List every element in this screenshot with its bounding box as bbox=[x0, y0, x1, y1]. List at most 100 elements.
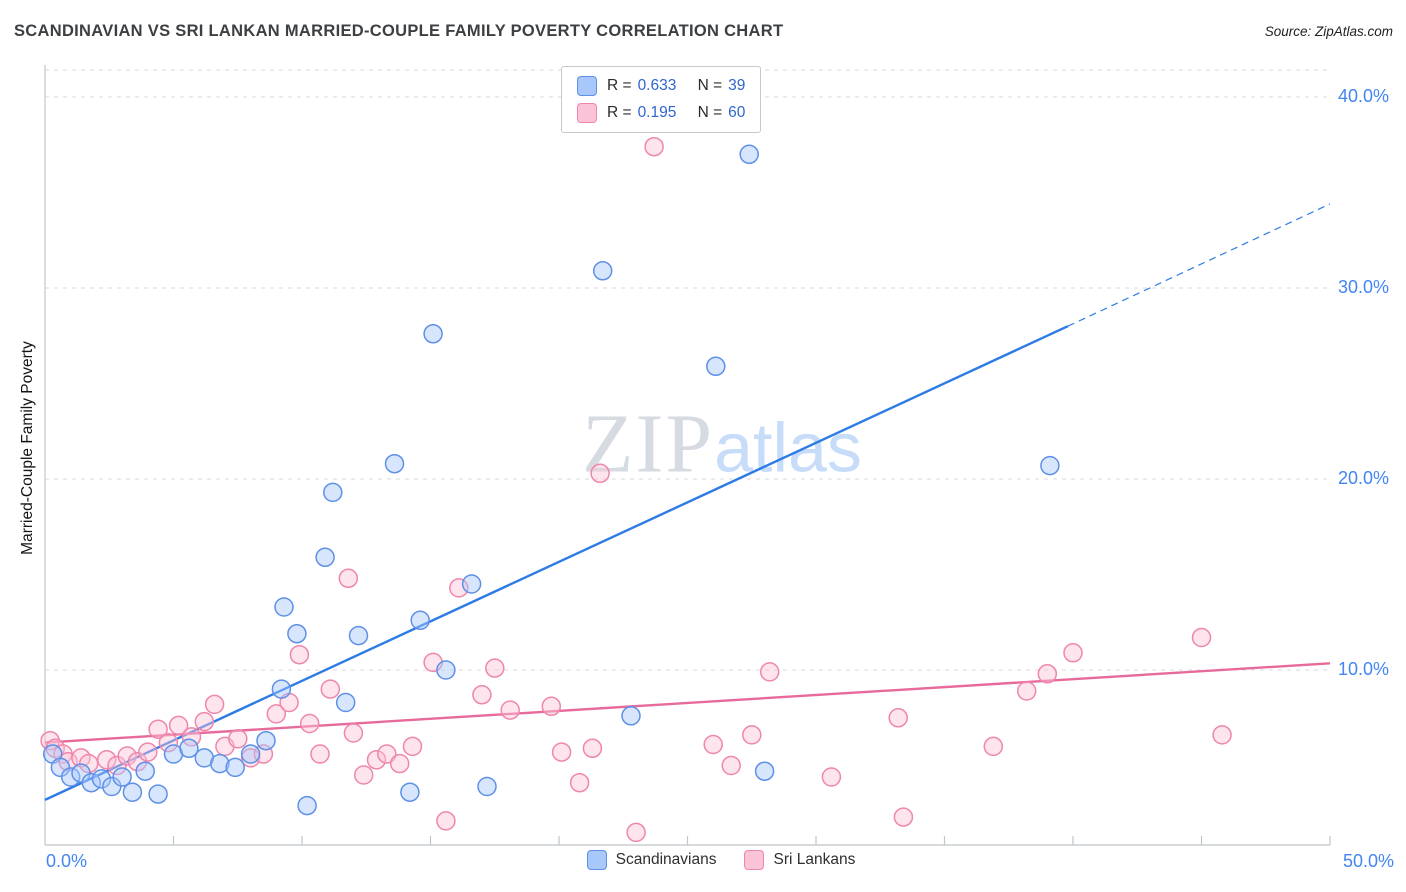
scatter-point-sri-lankans bbox=[983, 736, 1004, 757]
y-tick-30: 30.0% bbox=[1338, 277, 1390, 297]
trend-line-sri-lankans bbox=[44, 662, 1331, 744]
legend-row-scandinavians: R = 0.633 N = 39 bbox=[577, 76, 745, 96]
scandinavians-stats: R = 0.633 N = 39 bbox=[607, 77, 745, 95]
scatter-point-sri-lankans bbox=[500, 700, 520, 720]
scatter-point-scandinavians bbox=[400, 782, 420, 802]
scatter-point-scandinavians bbox=[410, 610, 430, 631]
scandinavians-swatch bbox=[577, 76, 597, 96]
legend-label-sri-lankans: Sri Lankans bbox=[773, 851, 856, 868]
scatter-point-sri-lankans bbox=[569, 772, 590, 793]
trend-line-scandinavians bbox=[44, 325, 1069, 801]
sri-lankans-swatch bbox=[577, 103, 597, 123]
x-tick-50: 50.0% bbox=[1342, 851, 1394, 871]
scatter-point-sri-lankans bbox=[485, 658, 505, 678]
scatter-point-scandinavians bbox=[225, 757, 245, 778]
scatter-point-scandinavians bbox=[739, 144, 759, 165]
scatter-point-scandinavians bbox=[621, 706, 641, 726]
scatter-point-sri-lankans bbox=[168, 715, 189, 736]
scatter-point-scandinavians bbox=[297, 795, 317, 816]
scatter-point-scandinavians bbox=[754, 761, 775, 781]
scatter-point-sri-lankans bbox=[551, 742, 572, 762]
scatter-point-sri-lankans bbox=[117, 746, 137, 766]
scatter-point-sri-lankans bbox=[626, 822, 646, 843]
scatter-point-sri-lankans bbox=[436, 811, 456, 831]
scatter-point-scandinavians bbox=[348, 625, 369, 646]
scatter-point-scandinavians bbox=[135, 761, 155, 781]
y-tick-10: 10.0% bbox=[1338, 659, 1390, 679]
scatter-point-sri-lankans bbox=[742, 725, 762, 745]
zipatlas-watermark: ZIP atlas bbox=[582, 396, 862, 493]
legend-row-sri-lankans: R = 0.195 N = 60 bbox=[577, 103, 745, 123]
scatter-point-scandinavians bbox=[592, 261, 613, 281]
scatter-point-scandinavians bbox=[179, 738, 199, 759]
watermark-zip-text: ZIP bbox=[582, 397, 715, 491]
scatter-point-sri-lankans bbox=[582, 738, 603, 759]
scatter-point-scandinavians bbox=[148, 784, 168, 804]
scatter-point-sri-lankans bbox=[148, 719, 168, 739]
scatter-point-sri-lankans bbox=[343, 723, 364, 743]
sri-lankans-stats: R = 0.195 N = 60 bbox=[607, 104, 745, 122]
scatter-point-sri-lankans bbox=[266, 704, 287, 724]
x-tick-0: 0.0% bbox=[46, 851, 88, 871]
scatter-point-scandinavians bbox=[477, 776, 497, 797]
scatter-point-sri-lankans bbox=[338, 568, 359, 589]
scatter-point-scandinavians bbox=[423, 324, 443, 344]
scatter-point-scandinavians bbox=[461, 574, 482, 594]
scatter-point-scandinavians bbox=[271, 679, 292, 699]
scatter-point-scandinavians bbox=[274, 597, 294, 617]
r-value: 0.633 bbox=[637, 77, 677, 94]
legend-item-scandinavians: Scandinavians bbox=[586, 850, 717, 870]
scatter-point-sri-lankans bbox=[1063, 643, 1083, 663]
scatter-point-sri-lankans bbox=[96, 750, 117, 770]
r-label: R = bbox=[607, 104, 632, 121]
legend-label-scandinavians: Scandinavians bbox=[615, 851, 717, 868]
scatter-point-sri-lankans bbox=[703, 734, 723, 755]
scatter-point-sri-lankans bbox=[541, 696, 562, 717]
y-tick-20: 20.0% bbox=[1338, 468, 1390, 488]
scatter-point-sri-lankans bbox=[138, 742, 158, 762]
legend-item-sri-lankans: Sri Lankans bbox=[744, 850, 855, 870]
scatter-point-sri-lankans bbox=[888, 708, 908, 728]
y-tick-40: 40.0% bbox=[1338, 86, 1390, 106]
n-label: N = bbox=[697, 104, 723, 121]
scatter-point-sri-lankans bbox=[1212, 725, 1232, 745]
scatter-point-sri-lankans bbox=[289, 644, 310, 665]
scatter-point-scandinavians bbox=[287, 623, 307, 644]
scatter-point-scandinavians bbox=[1040, 455, 1060, 476]
scatter-point-sri-lankans bbox=[320, 679, 341, 699]
scatter-point-sri-lankans bbox=[472, 685, 492, 705]
scatter-point-scandinavians bbox=[384, 453, 405, 474]
scatter-point-scandinavians bbox=[112, 767, 132, 787]
scatter-point-sri-lankans bbox=[228, 729, 248, 749]
series-legend: Scandinavians Sri Lankans bbox=[0, 850, 1406, 870]
scatter-point-sri-lankans bbox=[366, 750, 387, 770]
scatter-point-scandinavians bbox=[210, 753, 230, 774]
scatter-point-scandinavians bbox=[91, 769, 112, 789]
scatter-point-sri-lankans bbox=[402, 736, 423, 757]
scatter-point-sri-lankans bbox=[893, 807, 914, 827]
scatter-point-sri-lankans bbox=[158, 732, 179, 753]
page-title: SCANDINAVIAN VS SRI LANKAN MARRIED-COUPL… bbox=[14, 22, 784, 40]
scatter-point-scandinavians bbox=[122, 782, 143, 802]
n-value: 60 bbox=[728, 104, 746, 121]
scatter-point-sri-lankans bbox=[590, 463, 610, 484]
scandinavians-swatch bbox=[586, 850, 607, 870]
scatter-point-sri-lankans bbox=[1191, 627, 1212, 648]
scatter-point-sri-lankans bbox=[310, 744, 330, 764]
scatter-point-sri-lankans bbox=[1016, 681, 1037, 701]
scatter-point-sri-lankans bbox=[759, 662, 780, 682]
scatter-point-sri-lankans bbox=[194, 711, 215, 732]
scatter-point-sri-lankans bbox=[377, 744, 397, 764]
watermark-atlas-text: atlas bbox=[714, 408, 862, 487]
scatter-point-sri-lankans bbox=[204, 694, 225, 715]
scatter-point-scandinavians bbox=[323, 482, 343, 503]
r-value: 0.195 bbox=[637, 104, 677, 121]
scatter-point-sri-lankans bbox=[353, 765, 374, 785]
scatter-point-sri-lankans bbox=[389, 753, 410, 774]
scatter-point-sri-lankans bbox=[1037, 664, 1058, 684]
scatter-point-sri-lankans bbox=[821, 767, 842, 787]
scatter-point-sri-lankans bbox=[181, 727, 202, 747]
scatter-point-scandinavians bbox=[436, 660, 456, 680]
scatter-point-scandinavians bbox=[60, 767, 81, 787]
